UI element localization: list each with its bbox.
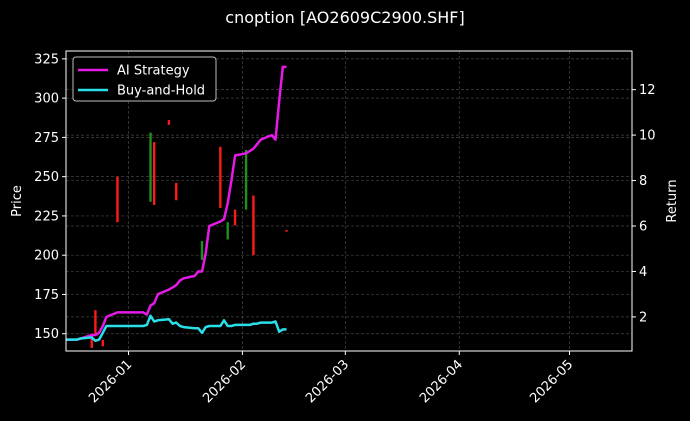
candle	[90, 333, 93, 348]
candle	[116, 176, 119, 223]
y-axis-label: Price	[10, 185, 25, 217]
x-tick-label: 2026-03	[303, 357, 352, 406]
y2-tick-label: 12	[639, 83, 656, 98]
y-tick-label: 200	[34, 249, 59, 264]
candle	[101, 340, 104, 347]
y-tick-label: 225	[34, 209, 59, 224]
candle	[149, 132, 152, 202]
y-tick-label: 175	[34, 288, 59, 303]
x-tick-label: 2026-01	[86, 357, 135, 406]
y2-tick-label: 10	[639, 129, 656, 144]
y-tick-label: 250	[34, 170, 59, 185]
x-tick-label: 2026-05	[527, 357, 576, 406]
x-tick-label: 2026-04	[417, 357, 466, 406]
candle	[252, 195, 255, 256]
candle	[175, 182, 178, 201]
ai-strategy-line	[66, 65, 287, 341]
legend-label: AI Strategy	[117, 64, 190, 79]
legend-label: Buy-and-Hold	[117, 84, 205, 99]
candle	[285, 230, 288, 232]
candle	[200, 241, 204, 260]
candle	[233, 209, 237, 226]
x-tick-label: 2026-02	[200, 357, 249, 406]
candle	[219, 146, 222, 209]
y-tick-label: 275	[34, 131, 59, 146]
y-tick-label: 150	[34, 327, 59, 342]
y2-tick-label: 4	[639, 265, 647, 280]
candle	[94, 310, 97, 334]
y2-tick-label: 8	[639, 174, 647, 189]
y-tick-label: 325	[34, 52, 59, 67]
y2-tick-label: 2	[639, 310, 647, 325]
buy-and-hold-line	[66, 314, 287, 343]
candle	[226, 222, 229, 240]
chart-title: cnoption [AO2609C2900.SHF]	[225, 8, 465, 27]
legend-box	[72, 56, 217, 102]
candle	[244, 149, 248, 210]
y2-tick-label: 6	[639, 220, 647, 235]
y-tick-label: 300	[34, 92, 59, 107]
y2-axis-label: Return	[665, 179, 680, 222]
plot-frame	[65, 50, 633, 352]
candle	[167, 120, 171, 125]
candle	[153, 142, 156, 205]
